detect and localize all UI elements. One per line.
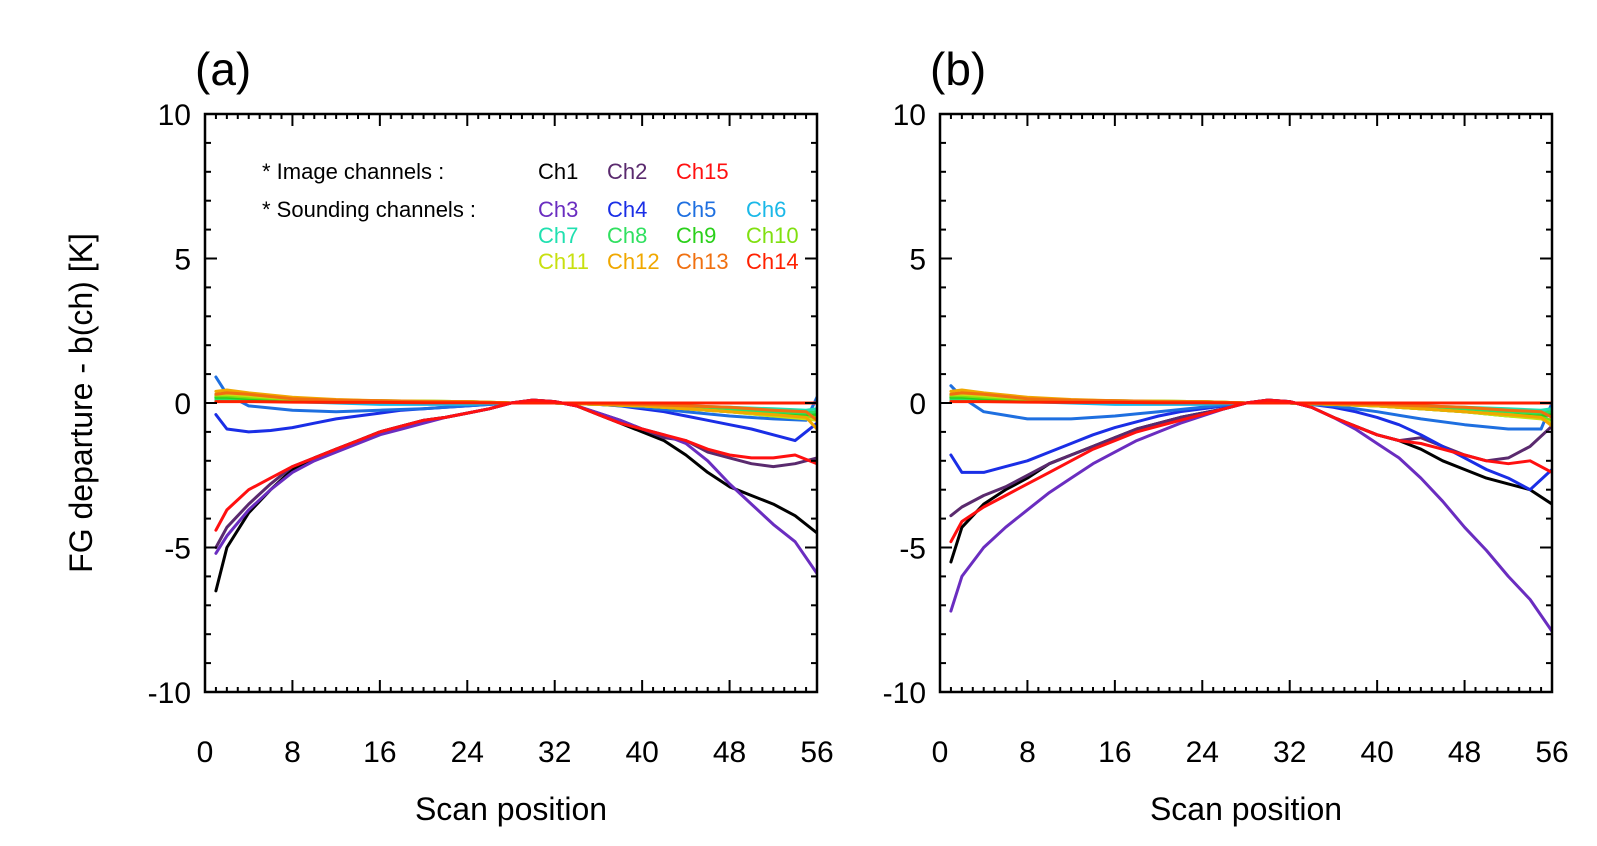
legend-entry-ch13: Ch13 — [676, 249, 729, 274]
panel-label: (b) — [930, 43, 986, 95]
y-tick-label: -5 — [899, 533, 926, 566]
panel-label: (a) — [195, 43, 251, 95]
x-tick-label: 32 — [538, 736, 571, 769]
y-tick-label: 5 — [174, 244, 191, 277]
x-axis-label: Scan position — [415, 791, 607, 827]
legend-entry-ch4: Ch4 — [607, 197, 647, 222]
chart-panel-b: (b) 0 8 16 24 32 40 48 56 -10 -5 0 5 10 Scan position — [883, 43, 1569, 827]
legend-entry-ch8: Ch8 — [607, 223, 647, 248]
y-tick-label: -10 — [148, 677, 191, 710]
x-tick-label: 24 — [451, 736, 484, 769]
x-tick-label: 32 — [1273, 736, 1306, 769]
legend-entry-ch10: Ch10 — [746, 223, 799, 248]
series-line-ch1 — [214, 398, 817, 593]
series-group — [949, 384, 1552, 633]
legend-entry-ch2: Ch2 — [607, 159, 647, 184]
y-tick-label: 10 — [893, 99, 926, 132]
chart-panel-a: (a) 0 8 16 24 32 40 48 56 -10 -5 0 5 10 Scan position F… — [63, 43, 834, 827]
series-line-ch15 — [214, 398, 817, 532]
legend-image-label: * Image channels : — [262, 159, 444, 184]
x-tick-label: 40 — [625, 736, 658, 769]
x-tick-label: 24 — [1186, 736, 1219, 769]
legend-entry-ch5: Ch5 — [676, 197, 716, 222]
legend-sounding-label: * Sounding channels : — [262, 197, 476, 222]
y-tick-label: -5 — [164, 533, 191, 566]
x-axis-label: Scan position — [1150, 791, 1342, 827]
y-tick-label: 0 — [174, 388, 191, 421]
y-axis-label: FG departure - b(ch) [K] — [63, 233, 99, 573]
legend-entry-ch15: Ch15 — [676, 159, 729, 184]
legend-entry-ch9: Ch9 — [676, 223, 716, 248]
x-tick-label: 8 — [1019, 736, 1036, 769]
y-tick-label: 0 — [909, 388, 926, 421]
x-tick-label: 16 — [1098, 736, 1131, 769]
legend-entry-ch3: Ch3 — [538, 197, 578, 222]
series-line-ch3 — [949, 398, 1552, 633]
legend-entry-ch7: Ch7 — [538, 223, 578, 248]
legend-entry-ch6: Ch6 — [746, 197, 786, 222]
y-tick-label: 5 — [909, 244, 926, 277]
x-tick-label: 56 — [800, 736, 833, 769]
x-tick-label: 0 — [197, 736, 214, 769]
series-line-ch15 — [949, 398, 1552, 544]
series-line-ch2 — [214, 398, 817, 549]
x-tick-label: 16 — [363, 736, 396, 769]
x-tick-label: 40 — [1360, 736, 1393, 769]
y-tick-label: -10 — [883, 677, 926, 710]
x-tick-label: 8 — [284, 736, 301, 769]
legend-entry-ch12: Ch12 — [607, 249, 660, 274]
legend-entry-ch1: Ch1 — [538, 159, 578, 184]
x-tick-label: 56 — [1535, 736, 1568, 769]
x-tick-label: 48 — [1448, 736, 1481, 769]
legend: * Image channels : * Sounding channels : C… — [262, 159, 799, 274]
legend-entry-ch11: Ch11 — [538, 249, 589, 274]
x-tick-label: 48 — [713, 736, 746, 769]
y-tick-label: 10 — [158, 99, 191, 132]
legend-entry-ch14: Ch14 — [746, 249, 799, 274]
x-tick-label: 0 — [932, 736, 949, 769]
series-group — [214, 375, 817, 593]
